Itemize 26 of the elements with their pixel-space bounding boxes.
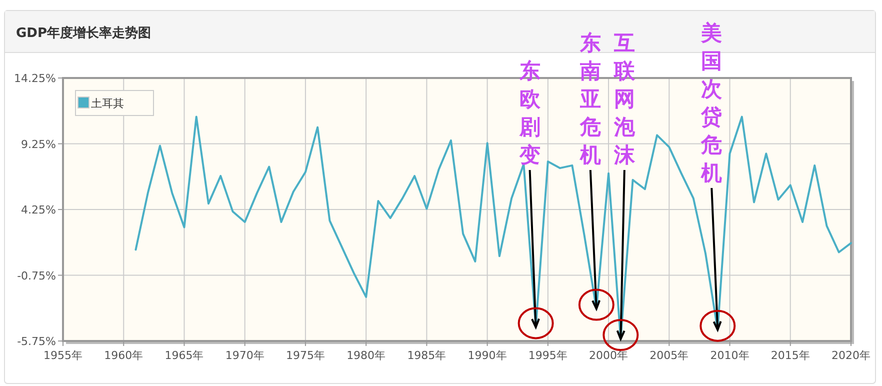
annotation: 互联网泡沫	[612, 31, 636, 167]
y-tick-label: 14.25%	[14, 72, 56, 85]
chart-title: GDP年度增长率走势图	[16, 25, 151, 41]
x-tick-label: 1965年	[164, 349, 204, 362]
x-tick-label: 1985年	[407, 349, 446, 362]
x-tick-label: 2020年	[832, 349, 870, 362]
y-tick-label: 9.25%	[21, 138, 56, 151]
y-tick-label: -0.75%	[17, 269, 56, 282]
x-tick-label: 1995年	[528, 349, 568, 362]
x-tick-label: 1955年	[44, 349, 82, 362]
x-tick-label: 1980年	[346, 349, 386, 362]
annotation: 东南亚危机	[578, 31, 601, 167]
y-tick-label: -5.75%	[17, 335, 56, 348]
x-tick-label: 2010年	[710, 349, 750, 362]
x-tick-label: 2005年	[650, 349, 689, 362]
x-tick-label: 2015年	[770, 349, 810, 362]
y-tick-label: 4.25%	[21, 204, 56, 216]
x-tick-label: 1975年	[286, 349, 325, 362]
x-tick-label: 1970年	[225, 349, 264, 362]
x-tick-label: 1990年	[468, 349, 507, 362]
legend-label: 土耳其	[91, 97, 124, 110]
legend: 土耳其	[75, 90, 154, 116]
x-tick-label: 1960年	[104, 349, 144, 362]
annotation: 美国次贷危机	[700, 21, 724, 185]
x-tick-label: 2000年	[589, 349, 628, 362]
annotation: 东欧剧变	[518, 59, 542, 167]
